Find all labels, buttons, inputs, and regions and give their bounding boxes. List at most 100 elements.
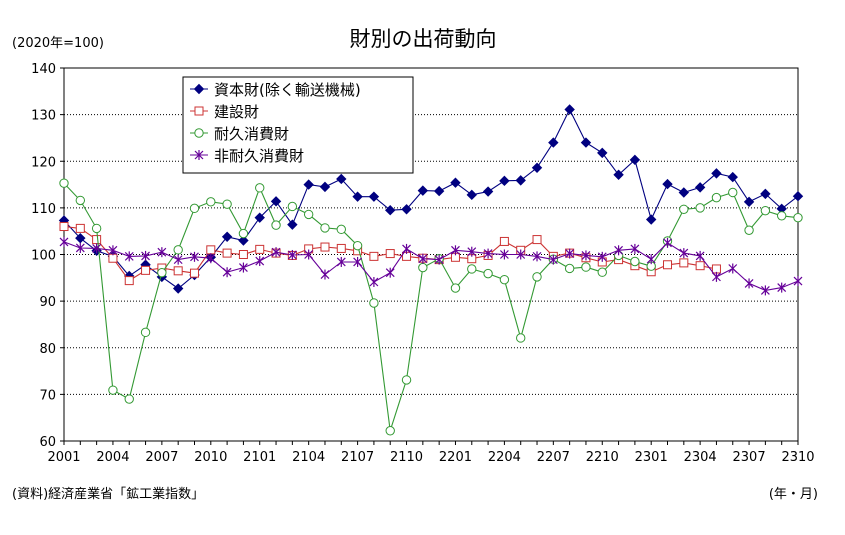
data-point xyxy=(564,263,575,274)
data-point xyxy=(352,191,363,202)
x-tick-label: 2010 xyxy=(194,450,227,465)
data-point xyxy=(221,231,233,242)
data-point xyxy=(727,171,738,183)
y-tick-label: 90 xyxy=(39,295,56,310)
data-point xyxy=(499,249,509,260)
data-point xyxy=(254,212,265,223)
chart-title: 財別の出荷動向 xyxy=(350,27,497,51)
data-point xyxy=(108,245,118,256)
data-point xyxy=(793,212,803,223)
x-tick-label: 2007 xyxy=(145,450,178,465)
data-point xyxy=(194,128,204,138)
legend-item-2: 建設財 xyxy=(190,103,259,121)
data-point xyxy=(629,154,641,166)
legend-label: 建設財 xyxy=(214,103,259,121)
x-tick-label: 2301 xyxy=(635,450,668,465)
data-point xyxy=(776,211,787,221)
legend-box xyxy=(182,76,414,174)
data-point xyxy=(206,197,216,207)
data-point xyxy=(336,173,347,185)
data-point xyxy=(499,175,510,187)
data-point xyxy=(679,258,689,268)
grid xyxy=(64,114,798,395)
data-point xyxy=(92,235,102,245)
data-point xyxy=(433,185,445,197)
data-point xyxy=(75,223,85,233)
data-point xyxy=(368,191,380,202)
data-point xyxy=(303,209,314,220)
legend-label: 資本財(除く輸送機械) xyxy=(214,81,361,99)
data-point xyxy=(630,243,640,254)
x-unit-label: (年・月) xyxy=(769,487,818,502)
data-point xyxy=(206,253,216,264)
data-point xyxy=(662,178,673,190)
y-tick-label: 110 xyxy=(31,202,56,217)
data-point xyxy=(679,204,689,214)
data-point xyxy=(565,248,575,259)
data-point xyxy=(108,385,118,395)
data-point xyxy=(59,222,69,232)
data-point xyxy=(516,333,526,343)
data-point xyxy=(532,235,542,245)
data-point xyxy=(385,204,396,216)
data-point xyxy=(189,268,199,278)
data-point xyxy=(369,277,379,288)
series-line xyxy=(63,182,799,431)
data-point xyxy=(646,254,656,265)
data-point xyxy=(222,199,232,209)
x-tick-label: 2201 xyxy=(439,450,472,465)
data-point xyxy=(678,187,690,198)
source-note: (資料)経済産業省「鉱工業指数」 xyxy=(12,486,204,502)
data-point xyxy=(124,251,134,262)
data-point xyxy=(141,265,151,275)
data-point xyxy=(712,271,721,282)
data-point xyxy=(75,242,85,253)
data-point xyxy=(663,260,673,270)
data-point xyxy=(255,183,265,193)
data-point xyxy=(679,248,689,259)
data-point xyxy=(369,298,379,308)
data-point xyxy=(777,282,787,293)
data-point xyxy=(760,205,771,216)
series-line xyxy=(63,241,799,291)
data-point xyxy=(728,187,738,198)
data-point xyxy=(238,235,249,246)
series xyxy=(58,104,804,436)
data-point xyxy=(336,256,346,267)
data-point xyxy=(238,228,249,239)
data-point xyxy=(173,266,183,276)
data-point xyxy=(417,185,429,196)
data-point xyxy=(597,147,608,159)
data-point xyxy=(694,182,706,193)
data-point xyxy=(597,251,607,262)
data-point xyxy=(320,223,330,233)
data-point xyxy=(206,245,216,255)
data-point xyxy=(353,256,363,267)
series-4 xyxy=(59,236,803,296)
x-tick-label: 2207 xyxy=(537,450,570,465)
data-point xyxy=(451,245,460,256)
data-point xyxy=(744,225,754,235)
legend-label: 耐久消費財 xyxy=(214,125,289,143)
x-tick-label: 2101 xyxy=(243,450,276,465)
data-point xyxy=(59,178,69,188)
y-tick-label: 120 xyxy=(31,155,56,170)
data-point xyxy=(695,250,705,261)
series-1 xyxy=(58,104,804,294)
data-point xyxy=(516,249,526,260)
series-3 xyxy=(59,178,803,436)
data-point xyxy=(711,168,722,179)
data-point xyxy=(711,192,722,203)
data-point xyxy=(255,244,265,254)
data-point xyxy=(369,251,379,261)
axes: 60 70 80 90 100 110 120 130 140 2001 2004 2007 2010 2… xyxy=(31,62,814,465)
data-point xyxy=(157,247,167,258)
y-tick-label: 70 xyxy=(39,388,56,403)
x-tick-label: 2110 xyxy=(390,450,423,465)
data-point xyxy=(483,268,493,279)
data-point xyxy=(695,261,705,271)
data-point xyxy=(303,179,314,190)
data-point xyxy=(304,249,314,260)
data-point xyxy=(193,83,205,95)
data-point xyxy=(450,177,461,188)
